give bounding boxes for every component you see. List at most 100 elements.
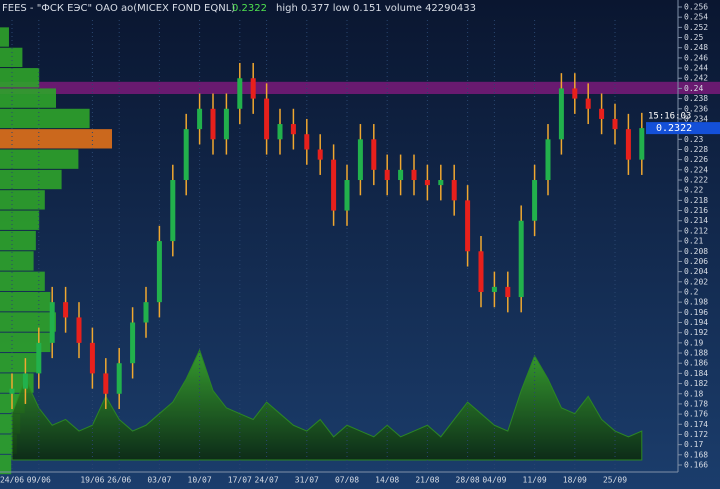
candle-body [545, 139, 551, 181]
candle-body [89, 342, 95, 374]
candle-body [49, 302, 55, 343]
candle-body [625, 129, 631, 160]
x-tick-label: 18/09 [563, 476, 587, 485]
profile-bar [0, 332, 51, 353]
y-tick-label: 0.186 [684, 359, 708, 368]
candle-body [465, 200, 471, 252]
y-tick-label: 0.25 [684, 33, 703, 42]
candle-body [599, 108, 605, 119]
profile-bar [0, 27, 9, 47]
y-tick-label: 0.22 [684, 186, 703, 195]
candle-body [424, 180, 430, 186]
candle-body [9, 388, 15, 394]
candle-body [304, 134, 310, 150]
candle-body [478, 251, 484, 292]
candle-body [264, 98, 270, 140]
candle-body [223, 108, 229, 140]
y-tick-label: 0.234 [684, 114, 708, 123]
x-tick-label: 26/06 [107, 476, 131, 485]
price-band [0, 81, 720, 95]
x-tick-label: 03/07 [147, 476, 171, 485]
candle-body [197, 108, 203, 130]
y-tick-label: 0.188 [684, 349, 708, 358]
profile-bar [0, 190, 45, 210]
profile-bar [0, 88, 56, 108]
x-tick-label: 25/09 [603, 476, 627, 485]
y-tick-label: 0.196 [684, 308, 708, 317]
candle-body [532, 180, 538, 221]
y-tick-label: 0.218 [684, 196, 708, 205]
candle-body [76, 317, 82, 343]
chart-title: FEES - "ФСК ЕЭС" ОАО ао(MICEX FOND EQNL) [2, 3, 235, 14]
candle-body [22, 373, 28, 389]
candle-body [331, 159, 337, 211]
y-tick-label: 0.202 [684, 277, 708, 286]
profile-bar [0, 312, 56, 332]
profile-bar [0, 271, 45, 291]
y-tick-label: 0.256 [684, 3, 708, 12]
candle-body [156, 241, 162, 303]
y-tick-label: 0.208 [684, 247, 708, 256]
time-label: 15:16:03 [648, 112, 691, 122]
candle-body [411, 169, 417, 181]
x-tick-label: 04/09 [482, 476, 506, 485]
y-tick-label: 0.224 [684, 165, 708, 174]
last-price-box [646, 122, 720, 135]
profile-bar [0, 68, 40, 88]
x-tick-label: 28/08 [456, 476, 480, 485]
y-tick-label: 0.166 [684, 461, 708, 470]
profile-bar [0, 291, 51, 312]
y-tick-label: 0.194 [684, 318, 708, 327]
y-tick-label: 0.216 [684, 206, 708, 215]
candle-body [237, 78, 243, 109]
profile-bar [0, 149, 79, 169]
y-tick-label: 0.226 [684, 155, 708, 164]
y-tick-label: 0.2 [684, 287, 699, 296]
y-tick-label: 0.236 [684, 104, 708, 113]
y-tick-label: 0.254 [684, 13, 708, 22]
candle-body [357, 139, 363, 181]
x-tick-label: 09/06 [27, 476, 51, 485]
last-price: 0.2322 [232, 3, 267, 14]
y-tick-label: 0.252 [684, 23, 708, 32]
y-tick-label: 0.168 [684, 450, 708, 459]
candle-body [317, 149, 323, 160]
candle-body [585, 98, 591, 109]
volume-area [11, 348, 643, 461]
candle-body [438, 180, 444, 186]
y-tick-label: 0.23 [684, 135, 703, 144]
candle-body [398, 169, 404, 181]
x-tick-label: 19/06 [80, 476, 104, 485]
y-tick-label: 0.248 [684, 43, 708, 52]
candle-body [116, 363, 122, 394]
y-tick-label: 0.238 [684, 94, 708, 103]
y-tick-label: 0.246 [684, 53, 708, 62]
candle-body [130, 322, 136, 364]
y-tick-label: 0.214 [684, 216, 708, 225]
x-tick-label: 10/07 [188, 476, 212, 485]
profile-bar [0, 454, 12, 475]
y-tick-label: 0.204 [684, 267, 708, 276]
candle-body [344, 180, 350, 211]
candle-body [505, 286, 511, 298]
y-tick-label: 0.174 [684, 420, 708, 429]
candle-body [170, 180, 176, 242]
candle-body [572, 88, 578, 99]
candle-body [63, 302, 69, 318]
y-tick-label: 0.222 [684, 176, 708, 185]
y-tick-label: 0.172 [684, 430, 708, 439]
candle-body [384, 169, 390, 181]
last-price-label: 0.2322 [656, 123, 692, 134]
x-tick-label: 21/08 [415, 476, 439, 485]
profile-bar [0, 353, 40, 373]
x-tick-label: 07/08 [335, 476, 359, 485]
y-tick-label: 0.228 [684, 145, 708, 154]
candle-body [518, 220, 524, 298]
plot: 0.1660.1680.170.1720.1740.1760.1780.180.… [0, 3, 720, 485]
candle-body [451, 180, 457, 201]
profile-bar [0, 169, 62, 190]
y-tick-label: 0.18 [684, 389, 703, 398]
candle-body [558, 88, 564, 140]
candle-body [103, 373, 109, 394]
